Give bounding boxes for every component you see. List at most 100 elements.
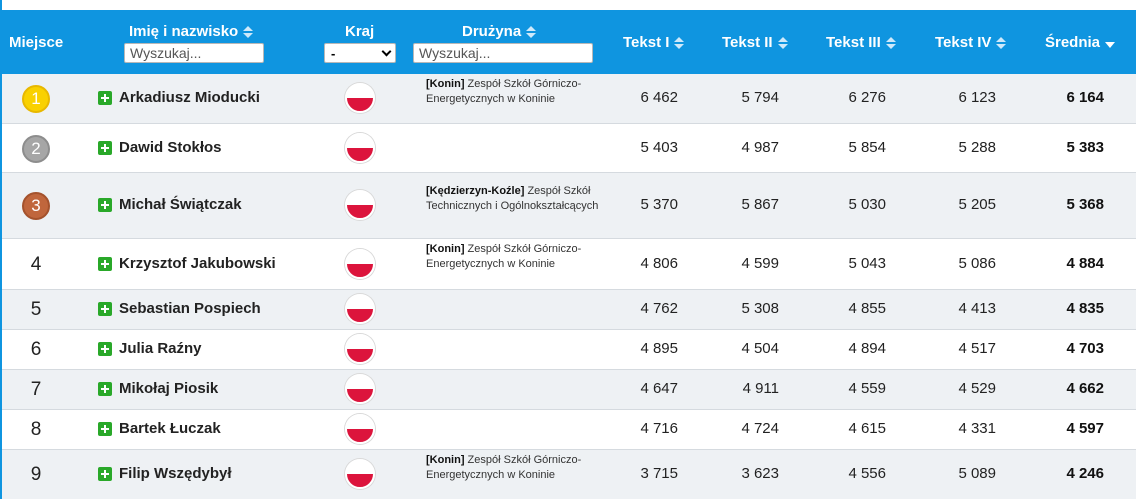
header-team-label: Drużyna <box>462 23 522 40</box>
table-header: Miejsce Imię i nazwisko Kraj - Drużyna T… <box>0 10 1136 74</box>
poland-flag-icon <box>345 294 375 324</box>
poland-flag-icon <box>345 248 375 279</box>
competitor-name[interactable]: Mikołaj Piosik <box>119 380 219 397</box>
plus-icon[interactable] <box>98 467 112 481</box>
place-number: 7 <box>30 379 42 400</box>
header-name-label: Imię i nazwisko <box>129 23 239 40</box>
plus-icon[interactable] <box>98 342 112 356</box>
header-text3-label: Tekst III <box>826 34 881 51</box>
header-average[interactable]: Średnia <box>1045 34 1116 51</box>
score-t1: 6 462 <box>640 89 678 106</box>
table-row[interactable]: 9 Filip Wszędybył [Konin] Zespół Szkół Gór… <box>0 450 1136 499</box>
country-select[interactable]: - <box>324 43 396 63</box>
sort-updown-icon[interactable] <box>243 25 254 39</box>
score-t2: 5 794 <box>741 89 779 106</box>
score-t2: 4 724 <box>741 420 779 437</box>
competitor-name[interactable]: Krzysztof Jakubowski <box>119 254 276 272</box>
plus-icon[interactable] <box>98 198 112 212</box>
average-score: 6 164 <box>1066 89 1104 106</box>
header-average-label: Średnia <box>1045 34 1101 51</box>
poland-flag-icon <box>345 374 375 404</box>
header-text4-label: Tekst IV <box>935 34 992 51</box>
poland-flag-icon <box>345 132 375 163</box>
table-row[interactable]: 2 Dawid Stokłos 5 403 4 987 5 854 5 288 5 383 <box>0 124 1136 173</box>
score-t1: 4 762 <box>640 300 678 317</box>
average-score: 4 703 <box>1066 340 1104 357</box>
table-row[interactable]: 5 Sebastian Pospiech 4 762 5 308 4 855 4 413 4… <box>0 290 1136 330</box>
header-text2-label: Tekst II <box>722 34 773 51</box>
plus-icon[interactable] <box>98 382 112 396</box>
place-number: 4 <box>30 253 42 275</box>
sort-updown-icon[interactable] <box>674 36 685 50</box>
header-text4[interactable]: Tekst IV <box>935 34 1007 51</box>
table-row[interactable]: 7 Mikołaj Piosik 4 647 4 911 4 559 4 529 4 662 <box>0 370 1136 410</box>
silver-medal-icon: 2 <box>22 134 50 163</box>
table-row[interactable]: 3 Michał Świątczak [Kędzierzyn-Koźle] Zesp… <box>0 173 1136 239</box>
score-t2: 4 599 <box>741 254 779 272</box>
table-row[interactable]: 1 Arkadiusz Mioducki [Konin] Zespół Szkół … <box>0 74 1136 124</box>
name-search-input[interactable] <box>124 43 264 63</box>
average-score: 4 835 <box>1066 300 1104 317</box>
table-row[interactable]: 4 Krzysztof Jakubowski [Konin] Zespół Szkó… <box>0 239 1136 290</box>
plus-icon[interactable] <box>98 422 112 436</box>
team-name: Zespół Szkół Górniczo-Energetycznych w K… <box>426 453 582 481</box>
score-t3: 4 855 <box>848 300 886 317</box>
header-name-label-wrap[interactable]: Imię i nazwisko <box>129 23 254 40</box>
table-row[interactable]: 6 Julia Raźny 4 895 4 504 4 894 4 517 4 703 <box>0 330 1136 370</box>
poland-flag-icon <box>345 459 375 489</box>
score-t1: 4 806 <box>640 254 678 272</box>
score-t4: 4 517 <box>958 340 996 357</box>
poland-flag-icon <box>345 83 375 113</box>
poland-flag-icon <box>345 190 375 220</box>
competitor-name[interactable]: Dawid Stokłos <box>119 138 222 156</box>
table-row[interactable]: 8 Bartek Łuczak 4 716 4 724 4 615 4 331 4 597 <box>0 410 1136 450</box>
competitor-name[interactable]: Arkadiusz Mioducki <box>119 89 260 106</box>
plus-icon[interactable] <box>98 302 112 316</box>
plus-icon[interactable] <box>98 91 112 105</box>
score-t1: 4 647 <box>640 380 678 397</box>
sort-updown-icon[interactable] <box>996 36 1007 50</box>
competitor-name[interactable]: Julia Raźny <box>119 340 202 357</box>
score-t3: 4 615 <box>848 420 886 437</box>
average-score: 4 662 <box>1066 380 1104 397</box>
header-place-label: Miejsce <box>9 34 64 51</box>
competitor-name[interactable]: Michał Świątczak <box>119 196 242 213</box>
average-score: 4 884 <box>1066 254 1104 272</box>
score-t4: 5 086 <box>958 254 996 272</box>
plus-icon[interactable] <box>98 256 112 271</box>
sort-updown-icon[interactable] <box>526 25 537 39</box>
team-city: [Konin] <box>426 77 465 90</box>
gold-medal-icon: 1 <box>22 85 50 113</box>
header-text1[interactable]: Tekst I <box>623 34 685 51</box>
place-number: 9 <box>30 464 42 485</box>
score-t1: 3 715 <box>640 465 678 482</box>
sort-updown-icon[interactable] <box>885 36 896 50</box>
team-name: Zespół Szkół Technicznych i Ogólnokształ… <box>426 184 599 212</box>
score-t3: 5 043 <box>848 254 886 272</box>
average-score: 5 383 <box>1066 138 1104 156</box>
sort-desc-icon[interactable] <box>1105 41 1116 48</box>
competitor-name[interactable]: Filip Wszędybył <box>119 465 232 482</box>
plus-icon[interactable] <box>98 140 112 155</box>
team-info: [Konin] Zespół Szkół Górniczo-Energetycz… <box>426 77 606 107</box>
score-t3: 5 030 <box>848 196 886 213</box>
score-t1: 4 716 <box>640 420 678 437</box>
sort-updown-icon[interactable] <box>777 36 788 50</box>
header-text3[interactable]: Tekst III <box>826 34 896 51</box>
score-t4: 6 123 <box>958 89 996 106</box>
average-score: 4 246 <box>1066 465 1104 482</box>
score-t4: 4 331 <box>958 420 996 437</box>
competitor-name[interactable]: Sebastian Pospiech <box>119 300 261 317</box>
score-t4: 5 205 <box>958 196 996 213</box>
score-t3: 4 894 <box>848 340 886 357</box>
score-t1: 4 895 <box>640 340 678 357</box>
team-info: [Kędzierzyn-Koźle] Zespół Szkół Technicz… <box>426 184 606 214</box>
team-search-input[interactable] <box>413 43 593 63</box>
header-text2[interactable]: Tekst II <box>722 34 788 51</box>
team-city: [Kędzierzyn-Koźle] <box>426 184 525 197</box>
header-team-label-wrap[interactable]: Drużyna <box>462 23 537 40</box>
poland-flag-icon <box>345 334 375 364</box>
team-info: [Konin] Zespół Szkół Górniczo-Energetycz… <box>426 453 606 483</box>
header-text1-label: Tekst I <box>623 34 670 51</box>
competitor-name[interactable]: Bartek Łuczak <box>119 420 221 437</box>
